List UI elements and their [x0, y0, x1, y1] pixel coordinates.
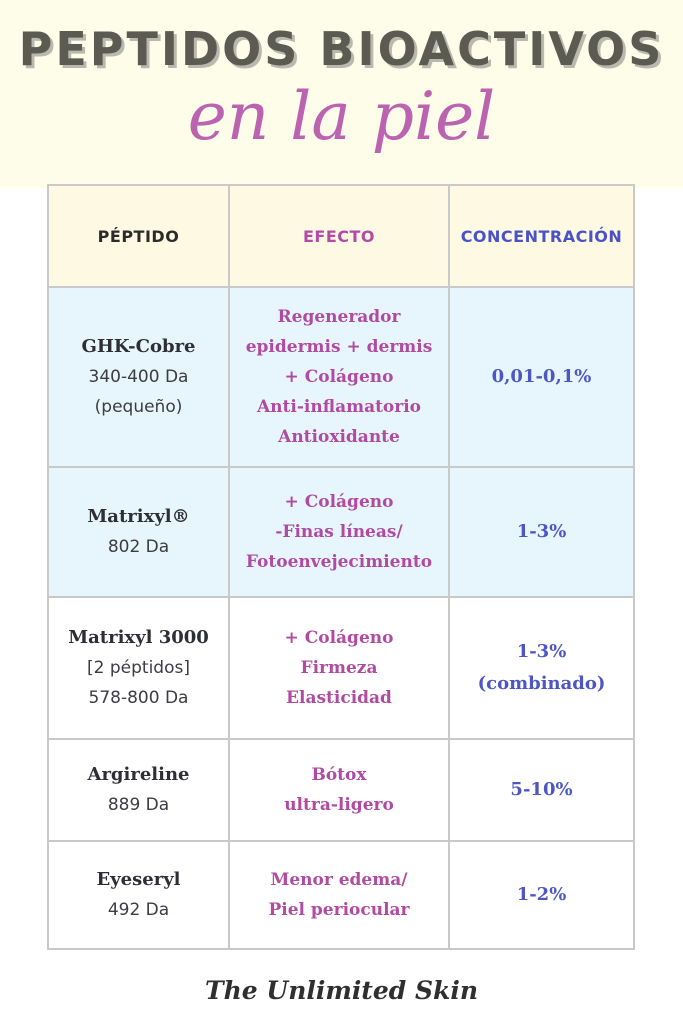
- effect-cell: + Colágeno -Finas líneas/ Fotoenvejecimi…: [228, 466, 450, 598]
- effect-line: -Finas líneas/: [275, 522, 403, 542]
- effect-line: + Colágeno: [284, 367, 394, 387]
- effect-line: Fotoenvejecimiento: [245, 552, 433, 572]
- column-header-concentracion: CONCENTRACIÓN: [448, 184, 635, 288]
- table-row: Eyeseryl 492 Da Menor edema/ Piel perioc…: [47, 840, 635, 950]
- effect-line: Elasticidad: [286, 688, 392, 708]
- concentration-note: (combinado): [477, 673, 606, 694]
- concentration-cell: 1-3% (combinado): [448, 596, 635, 740]
- concentration-cell: 5-10%: [448, 738, 635, 842]
- page-title: PEPTIDOS BIOACTIVOS: [18, 22, 665, 76]
- effect-line: Firmeza: [300, 658, 378, 678]
- effect-line: + Colágeno: [284, 492, 394, 512]
- concentration-value: 1-2%: [516, 884, 567, 905]
- effect-line: + Colágeno: [284, 628, 394, 648]
- peptide-detail: 889 Da: [107, 795, 170, 815]
- concentration-cell: 1-2%: [448, 840, 635, 950]
- effect-line: Anti-inflamatorio: [256, 397, 422, 417]
- peptide-cell: Argireline 889 Da: [47, 738, 230, 842]
- effect-cell: Bótox ultra-ligero: [228, 738, 450, 842]
- concentration-value: 5-10%: [510, 779, 573, 800]
- column-header-peptido: PÉPTIDO: [47, 184, 230, 288]
- effect-line: Regenerador: [277, 307, 401, 327]
- concentration-value: 1-3%: [516, 521, 567, 542]
- table-row: GHK-Cobre 340-400 Da (pequeño) Regenerad…: [47, 286, 635, 468]
- effect-line: Bótox: [311, 765, 367, 785]
- peptide-table-container: PÉPTIDO EFECTO CONCENTRACIÓN GHK-Cobre 3…: [47, 184, 635, 950]
- peptide-cell: GHK-Cobre 340-400 Da (pequeño): [47, 286, 230, 468]
- peptide-cell: Matrixyl 3000 [2 péptidos] 578-800 Da: [47, 596, 230, 740]
- peptide-detail: 578-800 Da: [88, 688, 189, 708]
- peptide-table: PÉPTIDO EFECTO CONCENTRACIÓN GHK-Cobre 3…: [47, 184, 635, 950]
- peptide-name: Matrixyl 3000: [68, 627, 209, 648]
- concentration-value: 1-3%: [516, 641, 567, 662]
- peptide-name: Argireline: [87, 764, 190, 785]
- peptide-name: GHK-Cobre: [81, 336, 196, 357]
- effect-cell: Menor edema/ Piel periocular: [228, 840, 450, 950]
- effect-line: epidermis + dermis: [245, 337, 433, 357]
- effect-line: ultra-ligero: [284, 795, 394, 815]
- concentration-cell: 1-3%: [448, 466, 635, 598]
- table-row: Matrixyl® 802 Da + Colágeno -Finas línea…: [47, 466, 635, 598]
- table-header-row: PÉPTIDO EFECTO CONCENTRACIÓN: [47, 184, 635, 288]
- table-row: Matrixyl 3000 [2 péptidos] 578-800 Da + …: [47, 596, 635, 740]
- peptide-detail: (pequeño): [94, 397, 183, 417]
- table-row: Argireline 889 Da Bótox ultra-ligero 5-1…: [47, 738, 635, 842]
- peptide-cell: Matrixyl® 802 Da: [47, 466, 230, 598]
- header-band: [0, 0, 683, 188]
- peptide-detail: 340-400 Da: [88, 367, 189, 387]
- concentration-cell: 0,01-0,1%: [448, 286, 635, 468]
- effect-cell: + Colágeno Firmeza Elasticidad: [228, 596, 450, 740]
- peptide-name: Eyeseryl: [96, 869, 181, 890]
- peptide-detail: 802 Da: [107, 537, 170, 557]
- effect-cell: Regenerador epidermis + dermis + Colágen…: [228, 286, 450, 468]
- page-subtitle: en la piel: [187, 78, 496, 155]
- brand-footer: The Unlimited Skin: [205, 976, 478, 1005]
- peptide-detail: [2 péptidos]: [87, 658, 190, 678]
- column-header-efecto: EFECTO: [228, 184, 450, 288]
- concentration-value: 0,01-0,1%: [491, 366, 592, 387]
- peptide-cell: Eyeseryl 492 Da: [47, 840, 230, 950]
- effect-line: Antioxidante: [278, 427, 400, 447]
- peptide-name: Matrixyl®: [87, 506, 190, 527]
- effect-line: Piel periocular: [268, 900, 410, 920]
- effect-line: Menor edema/: [270, 870, 408, 890]
- peptide-detail: 492 Da: [107, 900, 170, 920]
